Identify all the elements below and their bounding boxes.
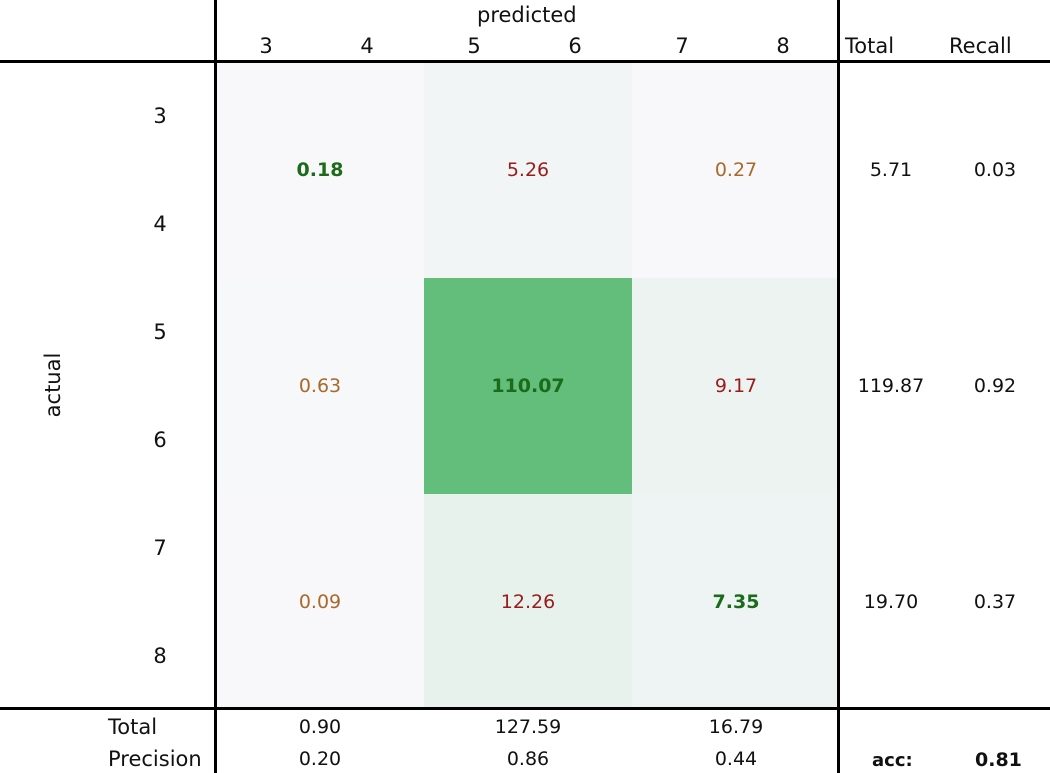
heatmap-cell: 0.09 bbox=[216, 494, 424, 710]
heatmap-cell: 5.26 bbox=[424, 62, 632, 278]
cell-value-label: 7.35 bbox=[712, 591, 760, 613]
precision-value: 0.44 bbox=[714, 748, 758, 770]
y-tick-label: 3 bbox=[153, 104, 167, 128]
x-tick-label: 6 bbox=[568, 34, 582, 58]
total-row-label: Total bbox=[108, 715, 158, 739]
accuracy-label: acc: bbox=[872, 750, 913, 771]
right-divider bbox=[837, 0, 840, 773]
y-tick-label: 4 bbox=[153, 212, 167, 236]
total-column-header: Total bbox=[845, 34, 895, 58]
recall-value: 0.03 bbox=[973, 159, 1017, 181]
x-tick-label: 3 bbox=[259, 34, 273, 58]
row-total-value: 19.70 bbox=[863, 591, 919, 613]
y-tick-label: 8 bbox=[153, 644, 167, 668]
y-tick-label: 5 bbox=[153, 320, 167, 344]
heatmap-cell: 0.18 bbox=[216, 62, 424, 278]
row-total-value: 119.87 bbox=[857, 375, 925, 397]
x-axis-title: predicted bbox=[477, 3, 577, 27]
heatmap-cell: 12.26 bbox=[424, 494, 632, 710]
recall-column-header: Recall bbox=[949, 34, 1012, 58]
y-tick-label: 7 bbox=[153, 536, 167, 560]
cell-value-label: 5.26 bbox=[506, 159, 550, 181]
footer-divider bbox=[0, 707, 1050, 710]
recall-value: 0.37 bbox=[973, 591, 1017, 613]
row-total-value: 5.71 bbox=[869, 159, 913, 181]
recall-value: 0.92 bbox=[973, 375, 1017, 397]
column-total-value: 0.90 bbox=[298, 716, 342, 738]
cell-value-label: 0.27 bbox=[714, 159, 758, 181]
x-tick-label: 8 bbox=[776, 34, 790, 58]
header-divider bbox=[0, 60, 1050, 63]
cell-value-label: 0.18 bbox=[296, 159, 344, 181]
cell-value-label: 0.63 bbox=[298, 375, 342, 397]
heatmap-cell: 110.07 bbox=[424, 278, 632, 494]
precision-value: 0.20 bbox=[298, 748, 342, 770]
precision-row-label: Precision bbox=[108, 747, 202, 771]
column-total-value: 127.59 bbox=[494, 716, 562, 738]
x-tick-label: 7 bbox=[675, 34, 689, 58]
x-tick-label: 5 bbox=[467, 34, 481, 58]
precision-value: 0.86 bbox=[506, 748, 550, 770]
cell-value-label: 110.07 bbox=[491, 375, 565, 397]
left-divider bbox=[214, 0, 217, 773]
x-tick-label: 4 bbox=[360, 34, 374, 58]
heatmap-cell: 7.35 bbox=[632, 494, 840, 710]
y-tick-label: 6 bbox=[153, 428, 167, 452]
heatmap-cell: 0.27 bbox=[632, 62, 840, 278]
accuracy-value: 0.81 bbox=[975, 749, 1022, 771]
y-axis-title: actual bbox=[41, 352, 65, 418]
cell-value-label: 0.09 bbox=[298, 591, 342, 613]
heatmap-cell: 9.17 bbox=[632, 278, 840, 494]
column-total-value: 16.79 bbox=[708, 716, 764, 738]
cell-value-label: 12.26 bbox=[500, 591, 556, 613]
heatmap-cell: 0.63 bbox=[216, 278, 424, 494]
cell-value-label: 9.17 bbox=[714, 375, 758, 397]
